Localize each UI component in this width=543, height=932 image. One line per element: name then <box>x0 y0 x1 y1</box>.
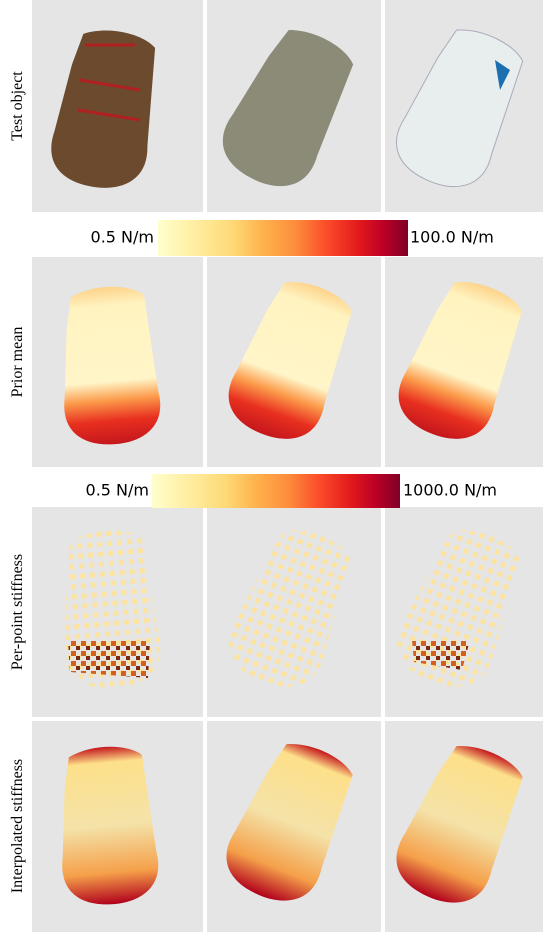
colorbar <box>158 220 408 256</box>
colorbar <box>152 474 400 508</box>
colorbar-max-label: 100.0 N/m <box>410 228 494 247</box>
row-label: Prior mean <box>9 327 26 398</box>
colorbar-min-label: 0.5 N/m <box>91 228 154 247</box>
figure: Test object Prior mean Per-point stiffne… <box>0 0 543 932</box>
row-label: Test object <box>9 71 26 141</box>
colorbar-max-label: 1000.0 N/m <box>403 481 497 500</box>
row-label: Per-point stiffness <box>9 554 26 670</box>
row-label: Interpolated stiffness <box>9 759 26 893</box>
per-point-dark <box>68 640 150 678</box>
colorbar-min-label: 0.5 N/m <box>86 481 149 500</box>
